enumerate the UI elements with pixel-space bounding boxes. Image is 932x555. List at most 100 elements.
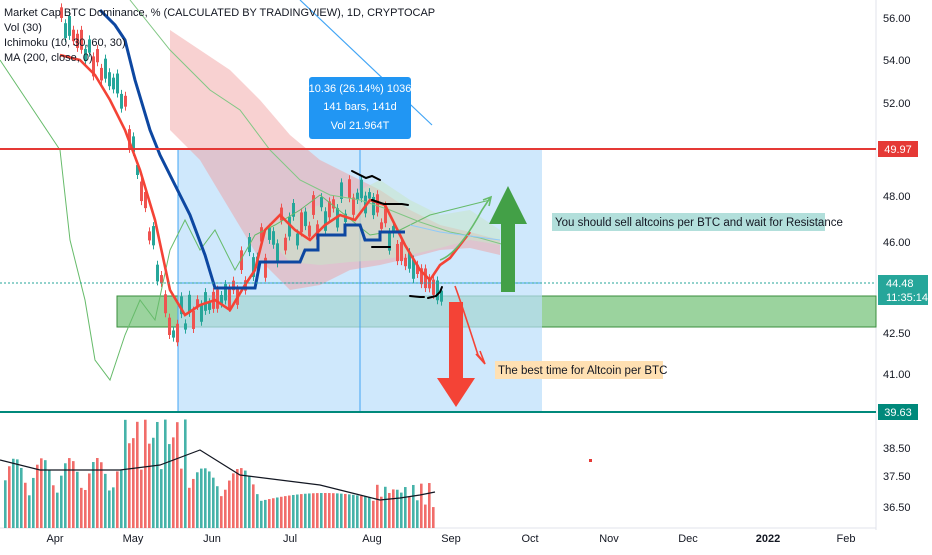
candle-body <box>88 39 91 53</box>
x-tick-label: Jul <box>283 533 297 545</box>
sell-note[interactable]: You should sell altcoins per BTC and wai… <box>555 217 843 229</box>
volume-bar <box>28 495 31 528</box>
volume-bar <box>352 494 355 528</box>
price-axis[interactable]: 56.00 54.00 52.00 48.00 46.00 42.50 41.00 38.50… <box>883 13 911 514</box>
candle-body <box>360 179 363 199</box>
volume-bar <box>376 484 379 528</box>
volume-bar <box>60 475 63 528</box>
sell-note-bg <box>552 213 825 231</box>
candle-body <box>380 222 383 229</box>
candle-body <box>356 192 359 201</box>
volume-bar <box>52 485 55 528</box>
volume-bar <box>136 421 139 528</box>
legend-ichimoku: Ichimoku (10, 30, 60, 30) <box>4 37 126 49</box>
volume-bars <box>4 419 435 528</box>
volume-bar <box>424 504 427 528</box>
candle-body <box>72 29 75 42</box>
volume-bar <box>244 470 247 528</box>
candle-body <box>312 195 315 215</box>
candle-body <box>372 196 375 216</box>
volume-bar <box>48 469 51 528</box>
volume-bar <box>280 496 283 528</box>
candle-body <box>96 49 99 63</box>
up-arrow <box>489 186 527 292</box>
volume-bar <box>388 492 391 528</box>
volume-bar <box>264 499 267 528</box>
x-tick-label: Aug <box>362 533 382 545</box>
y-tick-label: 42.50 <box>883 328 911 340</box>
volume-bar <box>412 484 415 528</box>
volume-bar <box>224 489 227 528</box>
cloud-edge <box>409 224 501 241</box>
candle-body <box>188 294 191 313</box>
x-tick-label: Nov <box>599 533 619 545</box>
candle-body <box>192 310 195 329</box>
candle-body <box>104 58 107 79</box>
time-axis[interactable]: Apr May Jun Jul Aug Sep Oct Nov Dec 2022 Feb <box>46 533 855 545</box>
volume-bar <box>332 493 335 528</box>
candle-body <box>100 67 103 81</box>
candle-body <box>216 289 219 309</box>
candle-body <box>120 93 123 109</box>
volume-bar <box>292 494 295 528</box>
volume-bar <box>32 477 35 528</box>
volume-bar <box>296 494 299 528</box>
candle-body <box>392 226 395 234</box>
volume-bar <box>212 477 215 528</box>
volume-bar <box>428 483 431 528</box>
base-line <box>98 8 405 290</box>
resistance-tag <box>878 141 918 157</box>
candle-body <box>260 227 263 242</box>
volume-bar <box>72 461 75 528</box>
candle-body <box>220 294 223 304</box>
candle-body <box>268 227 271 240</box>
x-tick-label: Jun <box>203 533 221 545</box>
volume-bar <box>316 493 319 528</box>
volume-bar <box>252 484 255 528</box>
volume-bar <box>348 494 351 528</box>
x-tick-label: 2022 <box>756 533 780 545</box>
volume-bar <box>284 496 287 528</box>
volume-bar <box>172 437 175 528</box>
volume-bar <box>312 493 315 528</box>
candle-body <box>264 257 267 278</box>
candle-body <box>436 280 439 301</box>
volume-bar <box>176 422 179 528</box>
candle-body <box>408 252 411 269</box>
volume-bar <box>200 468 203 528</box>
conversion-line <box>59 53 472 317</box>
candle-body <box>432 279 435 295</box>
volume-bar <box>220 496 223 528</box>
volume-bar <box>132 438 135 528</box>
candle-body <box>332 199 335 209</box>
volume-bar <box>288 495 291 528</box>
candle-body <box>384 205 387 224</box>
candle-body <box>160 275 163 284</box>
candle-body <box>304 211 307 227</box>
volume-bar <box>112 487 115 528</box>
candle-body <box>140 181 143 202</box>
indicator-lines <box>0 0 506 501</box>
candle-body <box>124 95 127 107</box>
candle-body <box>292 202 295 217</box>
volume-bar <box>248 476 251 528</box>
candle-body <box>440 290 443 302</box>
best-time-note[interactable]: The best time for Altcoin per BTC <box>498 365 667 377</box>
y-tick-label: 52.00 <box>883 98 911 110</box>
candle-body <box>328 201 331 218</box>
volume-bar <box>160 469 163 528</box>
candle-body <box>132 136 135 152</box>
volume-bar <box>164 419 167 528</box>
measure-tooltip <box>309 77 411 139</box>
support-tag <box>878 404 918 420</box>
chart-legend[interactable]: Market Cap BTC Dominance, % (CALCULATED … <box>4 6 435 66</box>
candle-body <box>276 243 279 264</box>
volume-bar <box>336 493 339 528</box>
volume-bar <box>256 494 259 528</box>
candle-body <box>164 294 167 314</box>
volume-bar <box>92 462 95 528</box>
candle-body <box>108 72 111 87</box>
candle-body <box>156 264 159 282</box>
